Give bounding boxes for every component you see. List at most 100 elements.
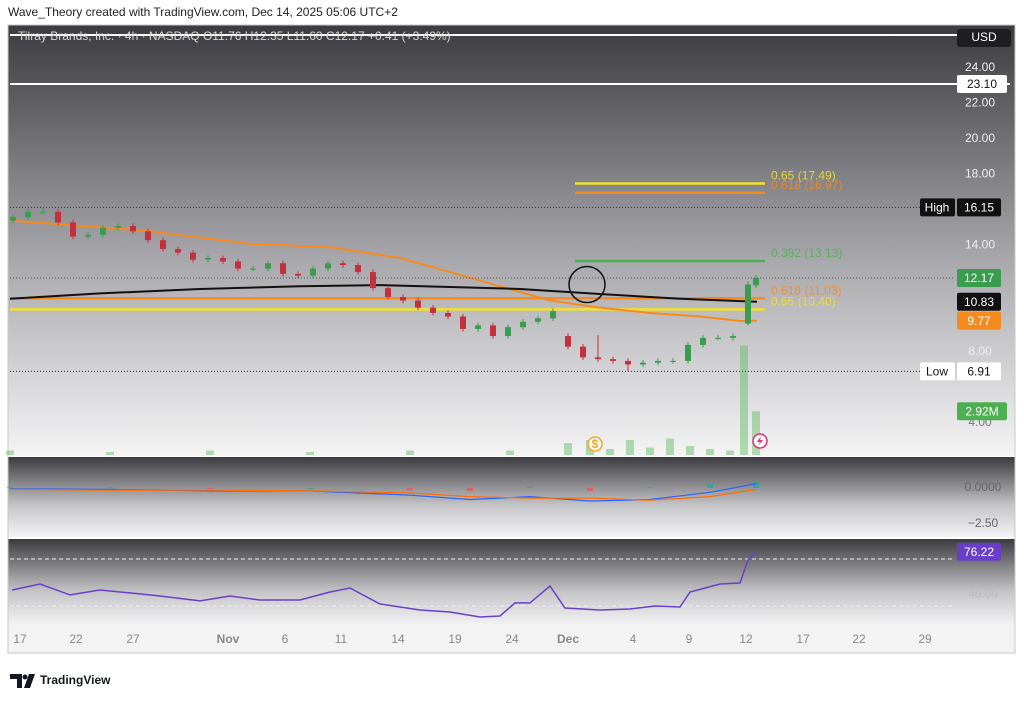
candle-body [505, 327, 511, 337]
candle-body [550, 311, 556, 319]
macd-tick-label: 0.0000 [965, 480, 1002, 494]
candle-body [670, 360, 676, 362]
macd-histogram [707, 483, 713, 488]
x-tick-label: 4 [630, 632, 637, 646]
macd-histogram [307, 487, 313, 489]
macd-histogram [587, 487, 593, 491]
candle-body [280, 263, 286, 274]
volume-bar [752, 411, 760, 455]
event-icon [752, 433, 768, 449]
candle-body [745, 284, 751, 324]
rsi-line [11, 551, 757, 618]
moving-average [9, 284, 758, 303]
volume-bar [106, 452, 114, 455]
macd-histogram [527, 486, 533, 488]
x-tick-label: 14 [391, 632, 405, 646]
x-tick-label: 22 [69, 632, 83, 646]
candle-body [85, 234, 91, 237]
candle-body [385, 288, 391, 297]
fib-label: 0.65 (10.40) [771, 295, 836, 309]
volume-bar [564, 443, 572, 455]
volume-bar [646, 447, 654, 455]
x-tick-label: 29 [918, 632, 932, 646]
volume-bar [306, 452, 314, 455]
candle-body [565, 336, 571, 347]
price-label: 2.92M [965, 404, 998, 418]
y-tick-label: 20.00 [965, 131, 995, 145]
candle-body [753, 277, 759, 286]
y-tick-label: 8.00 [968, 344, 992, 358]
candle-body [310, 268, 316, 276]
x-tick-label: 22 [852, 632, 866, 646]
marker-value-box [957, 362, 1001, 381]
volume-bar [740, 345, 748, 455]
macd-histogram [753, 482, 759, 488]
macd-histogram [207, 487, 213, 489]
x-tick-label: 6 [282, 632, 289, 646]
candle-body [340, 263, 346, 266]
volume-bar [666, 438, 674, 455]
currency-box [957, 29, 1011, 47]
candle-body [235, 261, 241, 269]
volume-bar [6, 450, 14, 455]
header-text: Wave_Theory created with TradingView.com… [8, 5, 398, 19]
volume-bar [626, 440, 634, 455]
x-tick-label: 19 [448, 632, 462, 646]
candle-body [100, 227, 106, 235]
candle-body [355, 265, 361, 273]
y-tick-label: 18.00 [965, 167, 995, 181]
macd-tick-label: −2.50 [968, 516, 999, 530]
x-tick-label: 24 [505, 632, 519, 646]
candle-body [580, 346, 586, 358]
dividend-icon: $ [587, 436, 603, 452]
candle-body [730, 336, 736, 338]
candle-body [610, 359, 616, 361]
price-label-box [957, 74, 1007, 93]
candle-body [220, 257, 226, 262]
fib-label: 0.618 (11.03) [771, 283, 842, 297]
candle-body [430, 307, 436, 313]
volume-bar [406, 450, 414, 455]
rsi-tick-label: 40.00 [968, 586, 998, 600]
candle-body [490, 325, 496, 337]
volume-bar [606, 449, 614, 455]
candle-body [625, 360, 631, 365]
volume-bar [706, 449, 714, 455]
y-tick-label: 24.00 [965, 60, 995, 74]
candle-body [520, 321, 526, 328]
candle-body [460, 316, 466, 329]
macd-histogram [107, 487, 113, 489]
candle-body [175, 249, 181, 253]
candle-body [715, 337, 721, 339]
candle-body [415, 300, 421, 308]
macd-histogram [467, 487, 473, 491]
candle-body [115, 225, 121, 228]
currency: USD [971, 30, 997, 44]
chart-frame [7, 24, 1016, 654]
fib-label: 0.382 (13.13) [771, 246, 842, 260]
candle-body [445, 312, 451, 317]
y-tick-label: 14.00 [965, 238, 995, 252]
svg-text:$: $ [592, 437, 599, 451]
price-label: 10.83 [964, 295, 994, 309]
candle-body [295, 273, 301, 276]
candle-body [655, 360, 661, 363]
candle-body [700, 337, 706, 345]
candle-body [190, 252, 196, 260]
marker-name-box [920, 362, 955, 381]
fib-label: 0.65 (17.49) [771, 169, 836, 183]
price-label-box [957, 402, 1007, 421]
price-label-box [957, 311, 1001, 330]
x-tick-label: 27 [126, 632, 140, 646]
x-tick-label: 12 [739, 632, 753, 646]
rsi-pane [8, 539, 1015, 626]
macd-histogram [7, 487, 13, 489]
marker-name: High [925, 201, 950, 215]
price-label: 76.22 [964, 545, 994, 559]
candle-body [40, 211, 46, 213]
fib-label: 0.618 (16.97) [771, 178, 842, 192]
candle-body [370, 272, 376, 289]
candle-body [145, 231, 151, 241]
